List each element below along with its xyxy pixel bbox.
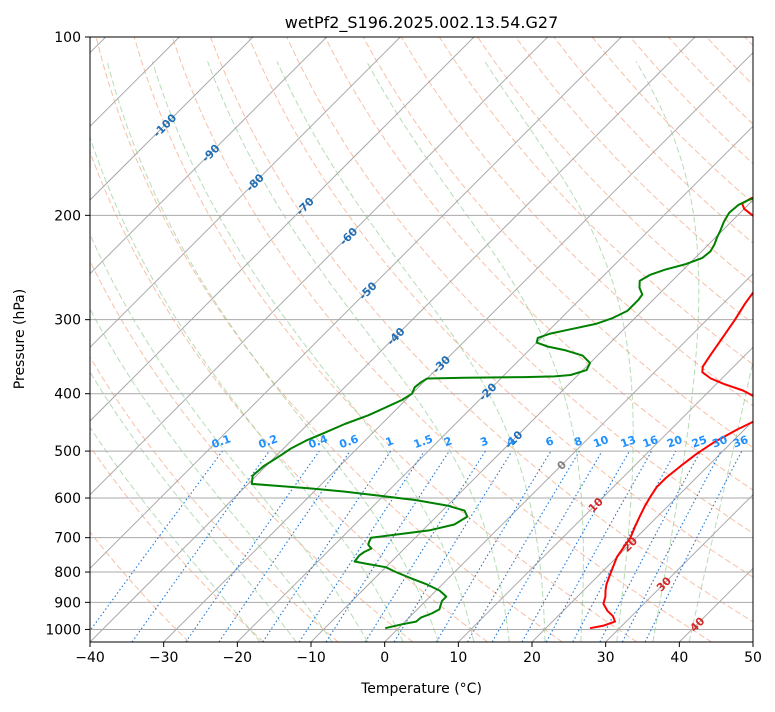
x-tick-label: 50	[744, 650, 762, 666]
y-tick-label: 1000	[45, 622, 81, 638]
y-tick-label: 300	[54, 313, 81, 329]
x-tick-label: −40	[75, 650, 105, 666]
x-tick-label: 10	[449, 650, 467, 666]
x-tick-label: 40	[670, 650, 688, 666]
y-tick-label: 600	[54, 491, 81, 507]
y-axis-label: Pressure (hPa)	[12, 289, 28, 389]
x-tick-label: 0	[380, 650, 389, 666]
y-tick-label: 700	[54, 531, 81, 547]
x-axis-label: Temperature (°C)	[360, 681, 482, 697]
y-tick-label: 400	[54, 387, 81, 403]
x-tick-label: 30	[597, 650, 615, 666]
x-tick-label: −20	[223, 650, 253, 666]
y-tick-label: 900	[54, 595, 81, 611]
chart-title: wetPf2_S196.2025.002.13.54.G27	[285, 13, 559, 33]
y-tick-label: 800	[54, 565, 81, 581]
y-tick-label: 100	[54, 30, 81, 46]
x-tick-label: −10	[296, 650, 326, 666]
x-tick-label: −30	[149, 650, 179, 666]
y-tick-label: 500	[54, 444, 81, 460]
y-tick-label: 200	[54, 208, 81, 224]
x-tick-label: 20	[523, 650, 541, 666]
